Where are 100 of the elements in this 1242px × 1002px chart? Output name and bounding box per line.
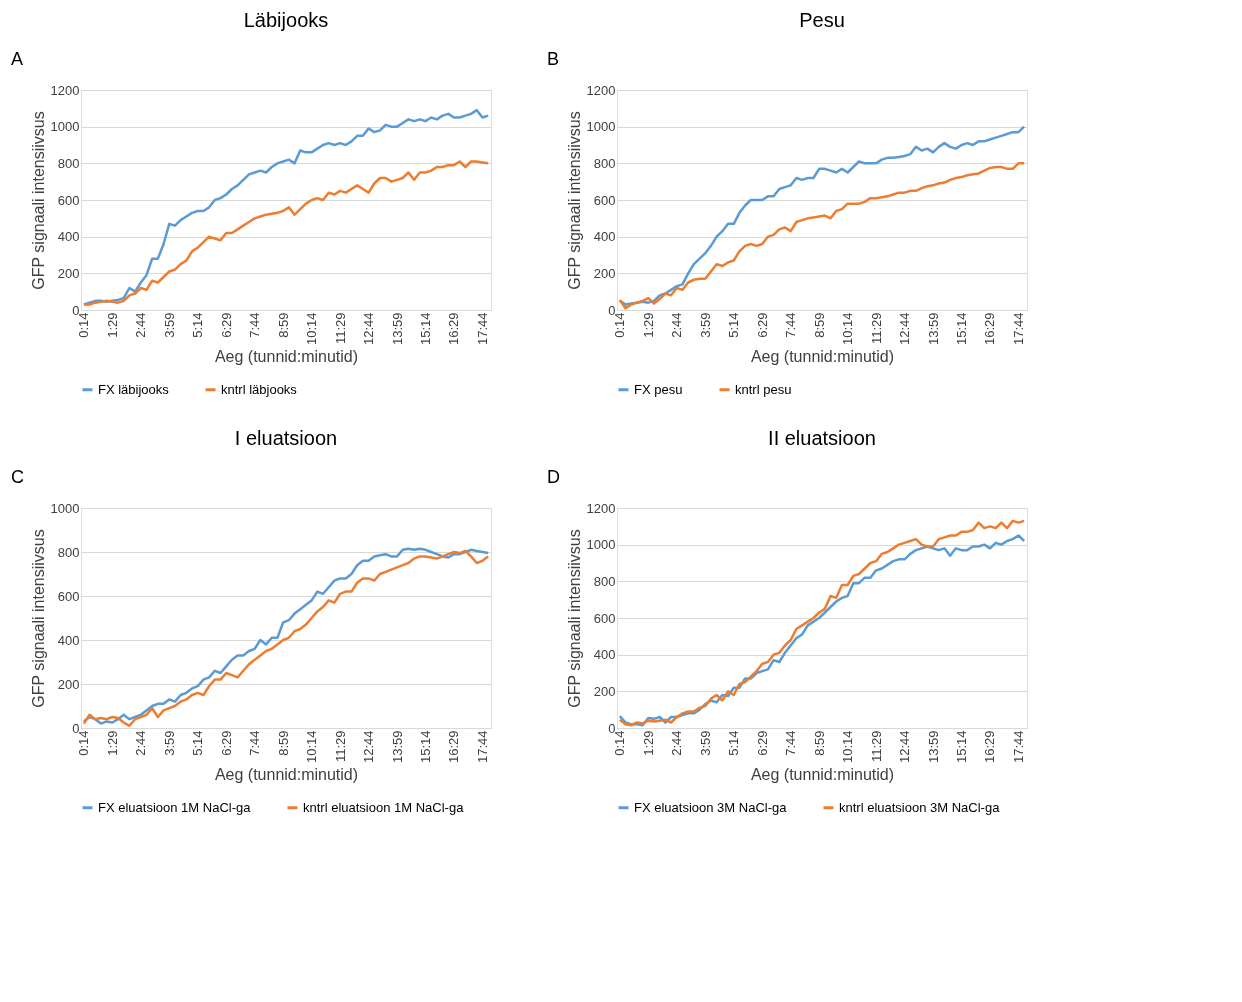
chart-title: II eluatsioon	[768, 427, 876, 449]
x-tick-label: 1:29	[104, 312, 120, 338]
x-tick-label: 1:29	[104, 730, 120, 756]
x-axis-title: Aeg (tunnid:minutid)	[750, 766, 895, 784]
y-tick-label: 1000	[50, 500, 80, 516]
x-tick-label: 7:44	[783, 312, 799, 338]
x-tick-label: 12:44	[897, 730, 913, 764]
y-axis-title: GFP signaali intensiivsus	[565, 111, 583, 290]
x-tick-label: 13:59	[925, 730, 941, 764]
y-tick-label: 1200	[50, 82, 80, 98]
x-tick-label: 3:59	[161, 312, 177, 338]
x-tick-label: 5:14	[726, 730, 742, 756]
x-tick-label: 15:14	[954, 312, 970, 346]
x-tick-label: 11:29	[332, 730, 348, 763]
y-tick-label: 800	[593, 573, 616, 589]
legend-label: kntrl eluatsioon 1M NaCl-ga	[303, 799, 465, 815]
x-tick-label: 10:14	[304, 312, 320, 346]
y-tick-label: 0	[72, 720, 80, 736]
y-tick-label: 200	[593, 265, 616, 281]
x-tick-label: 8:59	[275, 730, 291, 756]
x-tick-label: 2:44	[133, 312, 149, 338]
x-tick-label: 11:29	[332, 312, 348, 345]
x-tick-label: 15:14	[954, 730, 970, 764]
x-tick-label: 5:14	[190, 312, 206, 338]
x-tick-label: 16:29	[446, 312, 462, 346]
legend-label: FX eluatsioon 1M NaCl-ga	[98, 799, 252, 815]
x-tick-label: 8:59	[811, 730, 827, 756]
x-tick-label: 10:14	[840, 312, 856, 346]
y-tick-label: 800	[593, 155, 616, 171]
y-tick-label: 600	[57, 192, 80, 208]
y-tick-label: 400	[57, 229, 80, 245]
x-tick-label: 1:29	[640, 730, 656, 756]
x-tick-label: 11:29	[868, 312, 884, 345]
line-series	[618, 162, 1026, 310]
x-tick-label: 10:14	[840, 730, 856, 764]
legend-label: FX eluatsioon 3M NaCl-ga	[634, 799, 788, 815]
y-tick-label: 1000	[50, 119, 80, 135]
x-tick-label: 15:14	[418, 730, 434, 764]
y-tick-label: 600	[593, 192, 616, 208]
x-tick-label: 16:29	[446, 730, 462, 764]
x-tick-label: 7:44	[783, 730, 799, 756]
text: B	[547, 49, 560, 69]
y-tick-label: 1000	[586, 119, 616, 135]
x-tick-label: 2:44	[133, 730, 149, 756]
x-tick-label: 7:44	[247, 312, 263, 338]
x-axis-title: Aeg (tunnid:minutid)	[214, 766, 359, 784]
chart-title: Läbijooks	[243, 9, 329, 31]
x-tick-label: 13:59	[925, 312, 941, 346]
x-tick-label: 3:59	[697, 730, 713, 756]
x-tick-label: 6:29	[754, 730, 770, 756]
y-axis-title: GFP signaali intensiivsus	[29, 529, 47, 708]
x-axis-title: Aeg (tunnid:minutid)	[750, 348, 895, 366]
x-tick-label: 3:59	[697, 312, 713, 338]
x-tick-label: 8:59	[811, 312, 827, 338]
line-series	[82, 160, 490, 306]
x-tick-label: 8:59	[275, 312, 291, 338]
y-tick-label: 200	[593, 683, 616, 699]
x-tick-label: 6:29	[218, 312, 234, 338]
x-tick-label: 5:14	[726, 312, 742, 338]
y-tick-label: 1200	[586, 500, 616, 516]
y-tick-label: 200	[57, 676, 80, 692]
text: D	[547, 467, 560, 487]
text: A	[11, 49, 24, 69]
x-tick-label: 6:29	[218, 730, 234, 756]
text: C	[11, 467, 24, 487]
y-tick-label: 600	[57, 588, 80, 604]
x-tick-label: 7:44	[247, 730, 263, 756]
y-tick-label: 800	[57, 544, 80, 560]
x-tick-label: 17:44	[474, 730, 490, 764]
legend-label: FX läbijooks	[98, 381, 170, 397]
y-tick-label: 0	[72, 302, 80, 318]
x-tick-label: 12:44	[897, 312, 913, 346]
y-tick-label: 400	[593, 229, 616, 245]
x-tick-label: 3:59	[161, 730, 177, 756]
x-tick-label: 1:29	[640, 312, 656, 338]
x-tick-label: 15:14	[418, 312, 434, 346]
x-tick-label: 17:44	[1010, 312, 1026, 346]
x-tick-label: 16:29	[982, 312, 998, 346]
y-tick-label: 0	[608, 302, 616, 318]
x-tick-label: 11:29	[868, 730, 884, 763]
y-tick-label: 400	[57, 632, 80, 648]
x-tick-label: 13:59	[389, 312, 405, 346]
x-tick-label: 12:44	[361, 730, 377, 764]
x-tick-label: 13:59	[389, 730, 405, 764]
x-tick-label: 16:29	[982, 730, 998, 764]
chart-title: I eluatsioon	[234, 427, 338, 449]
x-tick-label: 12:44	[361, 312, 377, 346]
legend-label: kntrl pesu	[735, 381, 792, 397]
x-tick-label: 2:44	[669, 730, 685, 756]
y-tick-label: 400	[593, 647, 616, 663]
y-tick-label: 1200	[586, 82, 616, 98]
x-tick-label: 17:44	[1010, 730, 1026, 764]
x-tick-label: 6:29	[754, 312, 770, 338]
y-tick-label: 600	[593, 610, 616, 626]
x-tick-label: 5:14	[190, 730, 206, 756]
y-tick-label: 800	[57, 155, 80, 171]
y-tick-label: 200	[57, 265, 80, 281]
y-axis-title: GFP signaali intensiivsus	[29, 111, 47, 290]
chart-title: Pesu	[799, 9, 845, 31]
legend-label: FX pesu	[634, 381, 683, 397]
